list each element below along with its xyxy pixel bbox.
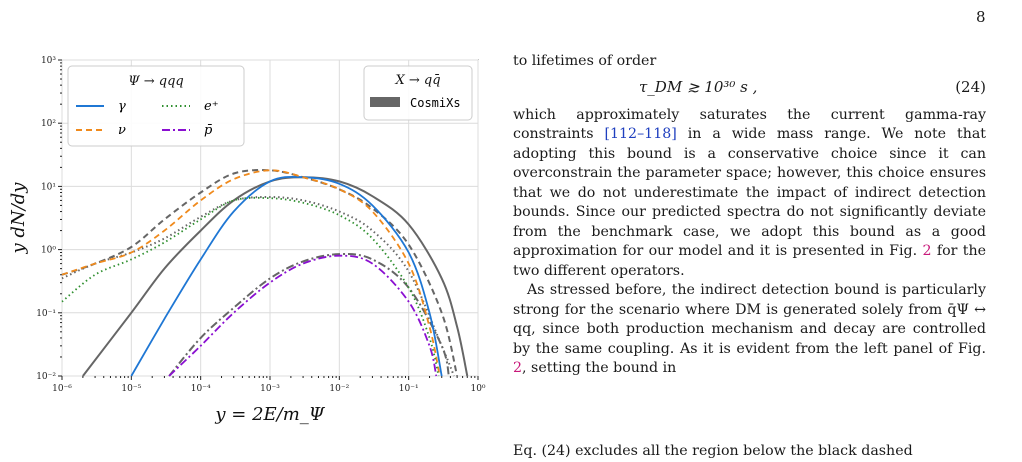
series-lines: [61, 169, 469, 377]
x-tick-label: 10⁻⁵: [121, 384, 141, 394]
legend-label-antiproton: p̄: [204, 123, 213, 138]
y-tick-label: 10⁰: [41, 246, 56, 256]
legend-left-title: Ψ → qqq: [128, 74, 184, 89]
x-axis-label: y = 2E/m_Ψ: [214, 404, 325, 425]
para1-text-c: for the two different operators.: [513, 243, 986, 279]
para2-text-b: , setting the bound in: [522, 360, 677, 376]
legend-left: Ψ → qqq γ ν e⁺ p̄: [67, 65, 245, 147]
x-tick-label: 10⁻³: [260, 384, 280, 394]
para2-text-a: As stressed before, the indirect detecti…: [513, 282, 986, 357]
x-tick-label: 10⁰: [470, 384, 485, 394]
page-number: 8: [976, 8, 986, 26]
x-tick-label: 10⁻¹: [399, 384, 419, 394]
series-line-cosmixs-dashdot: [168, 252, 450, 377]
paragraph-1: which approximately saturates the curren…: [513, 106, 986, 282]
legend-right-title: X → qq̄: [394, 73, 440, 88]
legend-label-cosmixs: CosmiXs: [410, 96, 461, 110]
y-axis-label: y dN/dy: [8, 182, 29, 255]
y-tick-label: 10⁻¹: [36, 309, 56, 319]
figure-ref-link[interactable]: 2: [922, 243, 932, 259]
intro-line: to lifetimes of order: [513, 53, 657, 69]
legend-label-nu: ν: [118, 123, 126, 138]
legend-label-gamma: γ: [118, 99, 126, 114]
y-tick-label: 10²: [41, 119, 56, 129]
y-tick-label: 10⁻²: [36, 372, 56, 382]
equation-math: τ_DM ≳ 10³⁰ s ,: [639, 77, 758, 96]
legend-right: X → qq̄ CosmiXs: [363, 65, 473, 121]
series-line-cosmixs-solid: [82, 176, 469, 377]
x-tick-label: 10⁻⁶: [52, 384, 72, 394]
para1-text-a: which approximately saturates the curren…: [513, 106, 986, 143]
series-line-nu: [61, 169, 441, 377]
series-line-cosmixs-dotted: [61, 195, 455, 377]
y-tick-label: 10³: [41, 56, 56, 66]
figure-ref-link-2[interactable]: 2: [513, 360, 523, 376]
equation-number: (24): [955, 77, 986, 96]
x-tick-label: 10⁻⁴: [191, 384, 211, 394]
text-column: to lifetimes of order τ_DM ≳ 10³⁰ s , (2…: [513, 52, 986, 379]
para1-text-b: in a wide mass range. We note that adopt…: [513, 126, 987, 259]
equation-24: τ_DM ≳ 10³⁰ s , (24): [513, 72, 986, 106]
series-line-gamma: [130, 175, 443, 377]
citation-link[interactable]: [112–118]: [604, 126, 677, 142]
spectrum-figure: 10⁻⁶ 10⁻⁵ 10⁻⁴ 10⁻³ 10⁻² 10⁻¹ 10⁰ 10⁻² 10⁻¹ 10⁰ 10…: [8, 56, 486, 425]
series-line-antiproton: [168, 254, 438, 377]
paragraph-2: As stressed before, the indirect detecti…: [513, 281, 986, 379]
legend-label-positron: e⁺: [204, 99, 219, 114]
series-line-positron: [61, 196, 440, 377]
x-tick-label: 10⁻²: [329, 384, 349, 394]
series-line-cosmixs-dashed: [61, 169, 459, 377]
y-tick-label: 10¹: [41, 182, 56, 192]
axis-ticks: 10⁻⁶ 10⁻⁵ 10⁻⁴ 10⁻³ 10⁻² 10⁻¹ 10⁰ 10⁻² 10⁻¹ 10⁰ 10…: [36, 56, 486, 394]
